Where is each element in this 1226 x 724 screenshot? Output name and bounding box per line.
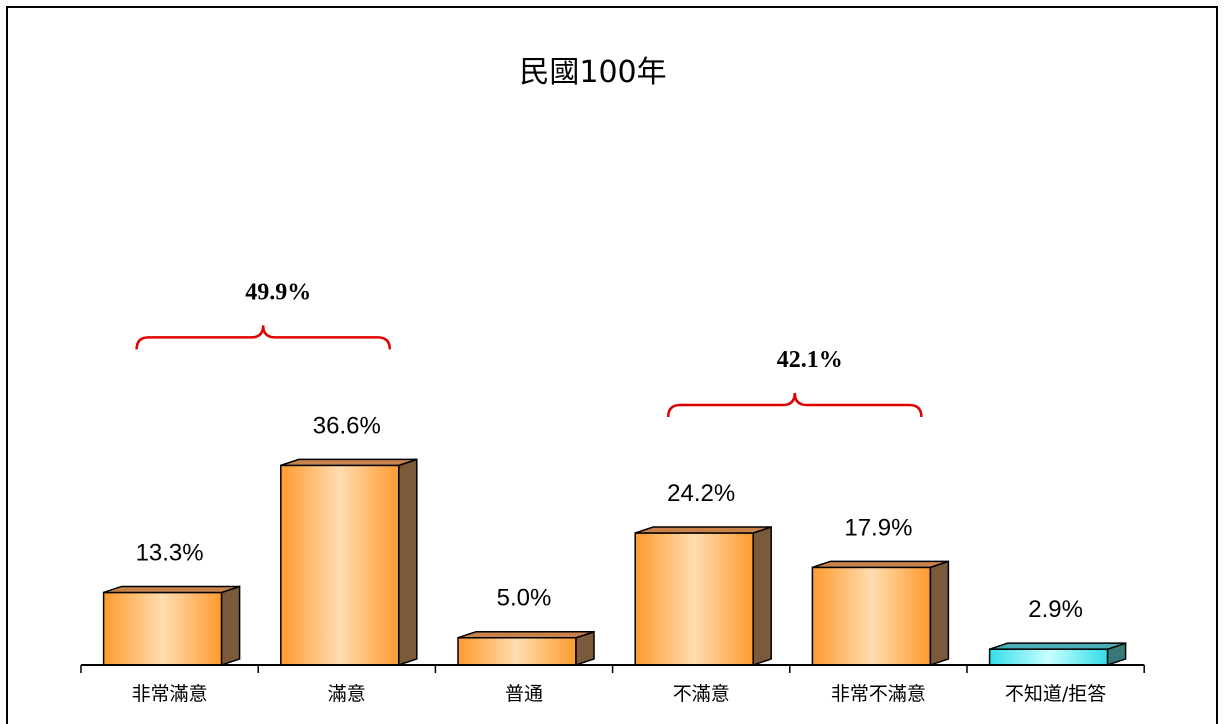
value-label: 5.0% xyxy=(497,585,552,612)
bar-front xyxy=(811,566,932,666)
value-label: 13.3% xyxy=(136,539,204,566)
bar xyxy=(102,585,241,667)
bar-side xyxy=(752,525,772,667)
bar-front xyxy=(280,464,400,666)
bar xyxy=(457,630,595,667)
category-label: 滿意 xyxy=(328,683,366,705)
category-label: 普通 xyxy=(505,683,543,705)
brace-annotation xyxy=(135,325,392,350)
bar-top xyxy=(989,642,1126,650)
bar-front xyxy=(634,532,754,666)
bar xyxy=(280,458,418,667)
bar-side xyxy=(220,585,241,667)
bar-top xyxy=(103,585,240,594)
labels-group: 13.3% 非常滿意 36.6% 滿意 5.0% 普通 24.2% 不滿意 17.9% 非常不滿意… xyxy=(132,412,1107,705)
bars-group xyxy=(102,458,1127,667)
brace-label: 42.1% xyxy=(777,347,843,373)
x-axis xyxy=(80,664,1145,673)
value-label: 24.2% xyxy=(667,480,735,507)
bar-top xyxy=(812,560,949,569)
chart-frame xyxy=(6,6,1218,724)
bar-front xyxy=(457,636,577,666)
bar-top xyxy=(280,458,418,467)
annotations-group: 49.9% 42.1% xyxy=(135,279,923,418)
category-label: 不知道/拒答 xyxy=(1005,683,1106,705)
category-label: 非常滿意 xyxy=(132,683,208,705)
bar-front xyxy=(102,591,223,666)
category-label: 非常不滿意 xyxy=(831,683,926,705)
bar-front xyxy=(988,648,1109,666)
bar-top xyxy=(457,630,595,639)
chart-title: 民國100年 xyxy=(519,55,666,90)
bar-side xyxy=(929,560,950,667)
bar xyxy=(811,560,950,667)
bar-side xyxy=(398,458,418,667)
bar xyxy=(988,642,1127,667)
bar xyxy=(634,525,772,667)
bar-top xyxy=(634,526,772,534)
category-label: 不滿意 xyxy=(673,683,730,705)
brace-annotation xyxy=(666,392,923,418)
value-label: 17.9% xyxy=(844,514,912,541)
brace-label: 49.9% xyxy=(245,279,311,305)
value-label: 36.6% xyxy=(313,412,381,439)
value-label: 2.9% xyxy=(1028,596,1083,623)
